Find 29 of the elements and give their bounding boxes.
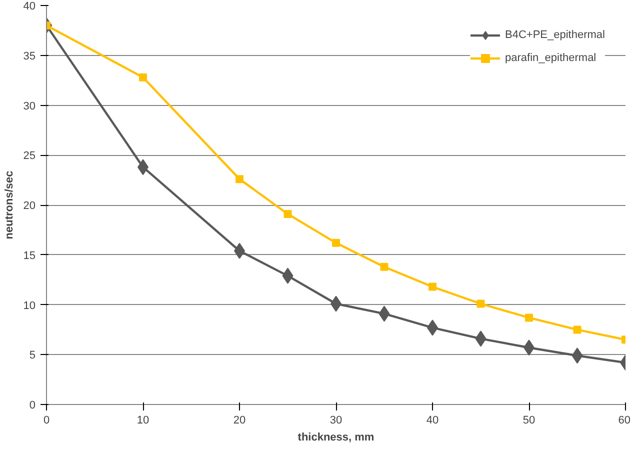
y-tick-label: 25 bbox=[23, 150, 36, 162]
point bbox=[476, 300, 485, 308]
y-tick-label: 0 bbox=[29, 400, 36, 412]
x-tick-label: 10 bbox=[136, 414, 150, 426]
point bbox=[428, 282, 436, 291]
x-tick-label: 30 bbox=[330, 414, 342, 426]
x-axis-title: thickness, mm bbox=[298, 432, 374, 444]
y-tick-label: 20 bbox=[23, 200, 36, 212]
x-tick-label: 50 bbox=[522, 414, 536, 426]
legend-label: B4C+PE_epithermal bbox=[505, 29, 605, 41]
y-tick-label: 35 bbox=[23, 50, 36, 62]
point bbox=[236, 175, 244, 184]
point bbox=[332, 238, 340, 247]
y-tick-label: 5 bbox=[29, 350, 36, 362]
y-tick-label: 30 bbox=[23, 100, 36, 112]
point bbox=[573, 326, 582, 334]
y-tick-label: 40 bbox=[23, 0, 36, 12]
point bbox=[525, 314, 533, 322]
point bbox=[139, 73, 147, 82]
legend-label: parafin_epithermal bbox=[505, 52, 596, 64]
x-tick-label: 0 bbox=[43, 414, 50, 426]
y-tick-label: 10 bbox=[23, 300, 36, 312]
x-tick-label: 20 bbox=[233, 414, 246, 426]
point bbox=[284, 210, 292, 218]
y-axis-title: neutrons/sec bbox=[3, 170, 16, 240]
x-tick-label: 40 bbox=[426, 414, 439, 426]
x-tick-label: 60 bbox=[618, 414, 631, 426]
y-tick-label: 15 bbox=[23, 250, 36, 262]
point bbox=[380, 262, 388, 271]
